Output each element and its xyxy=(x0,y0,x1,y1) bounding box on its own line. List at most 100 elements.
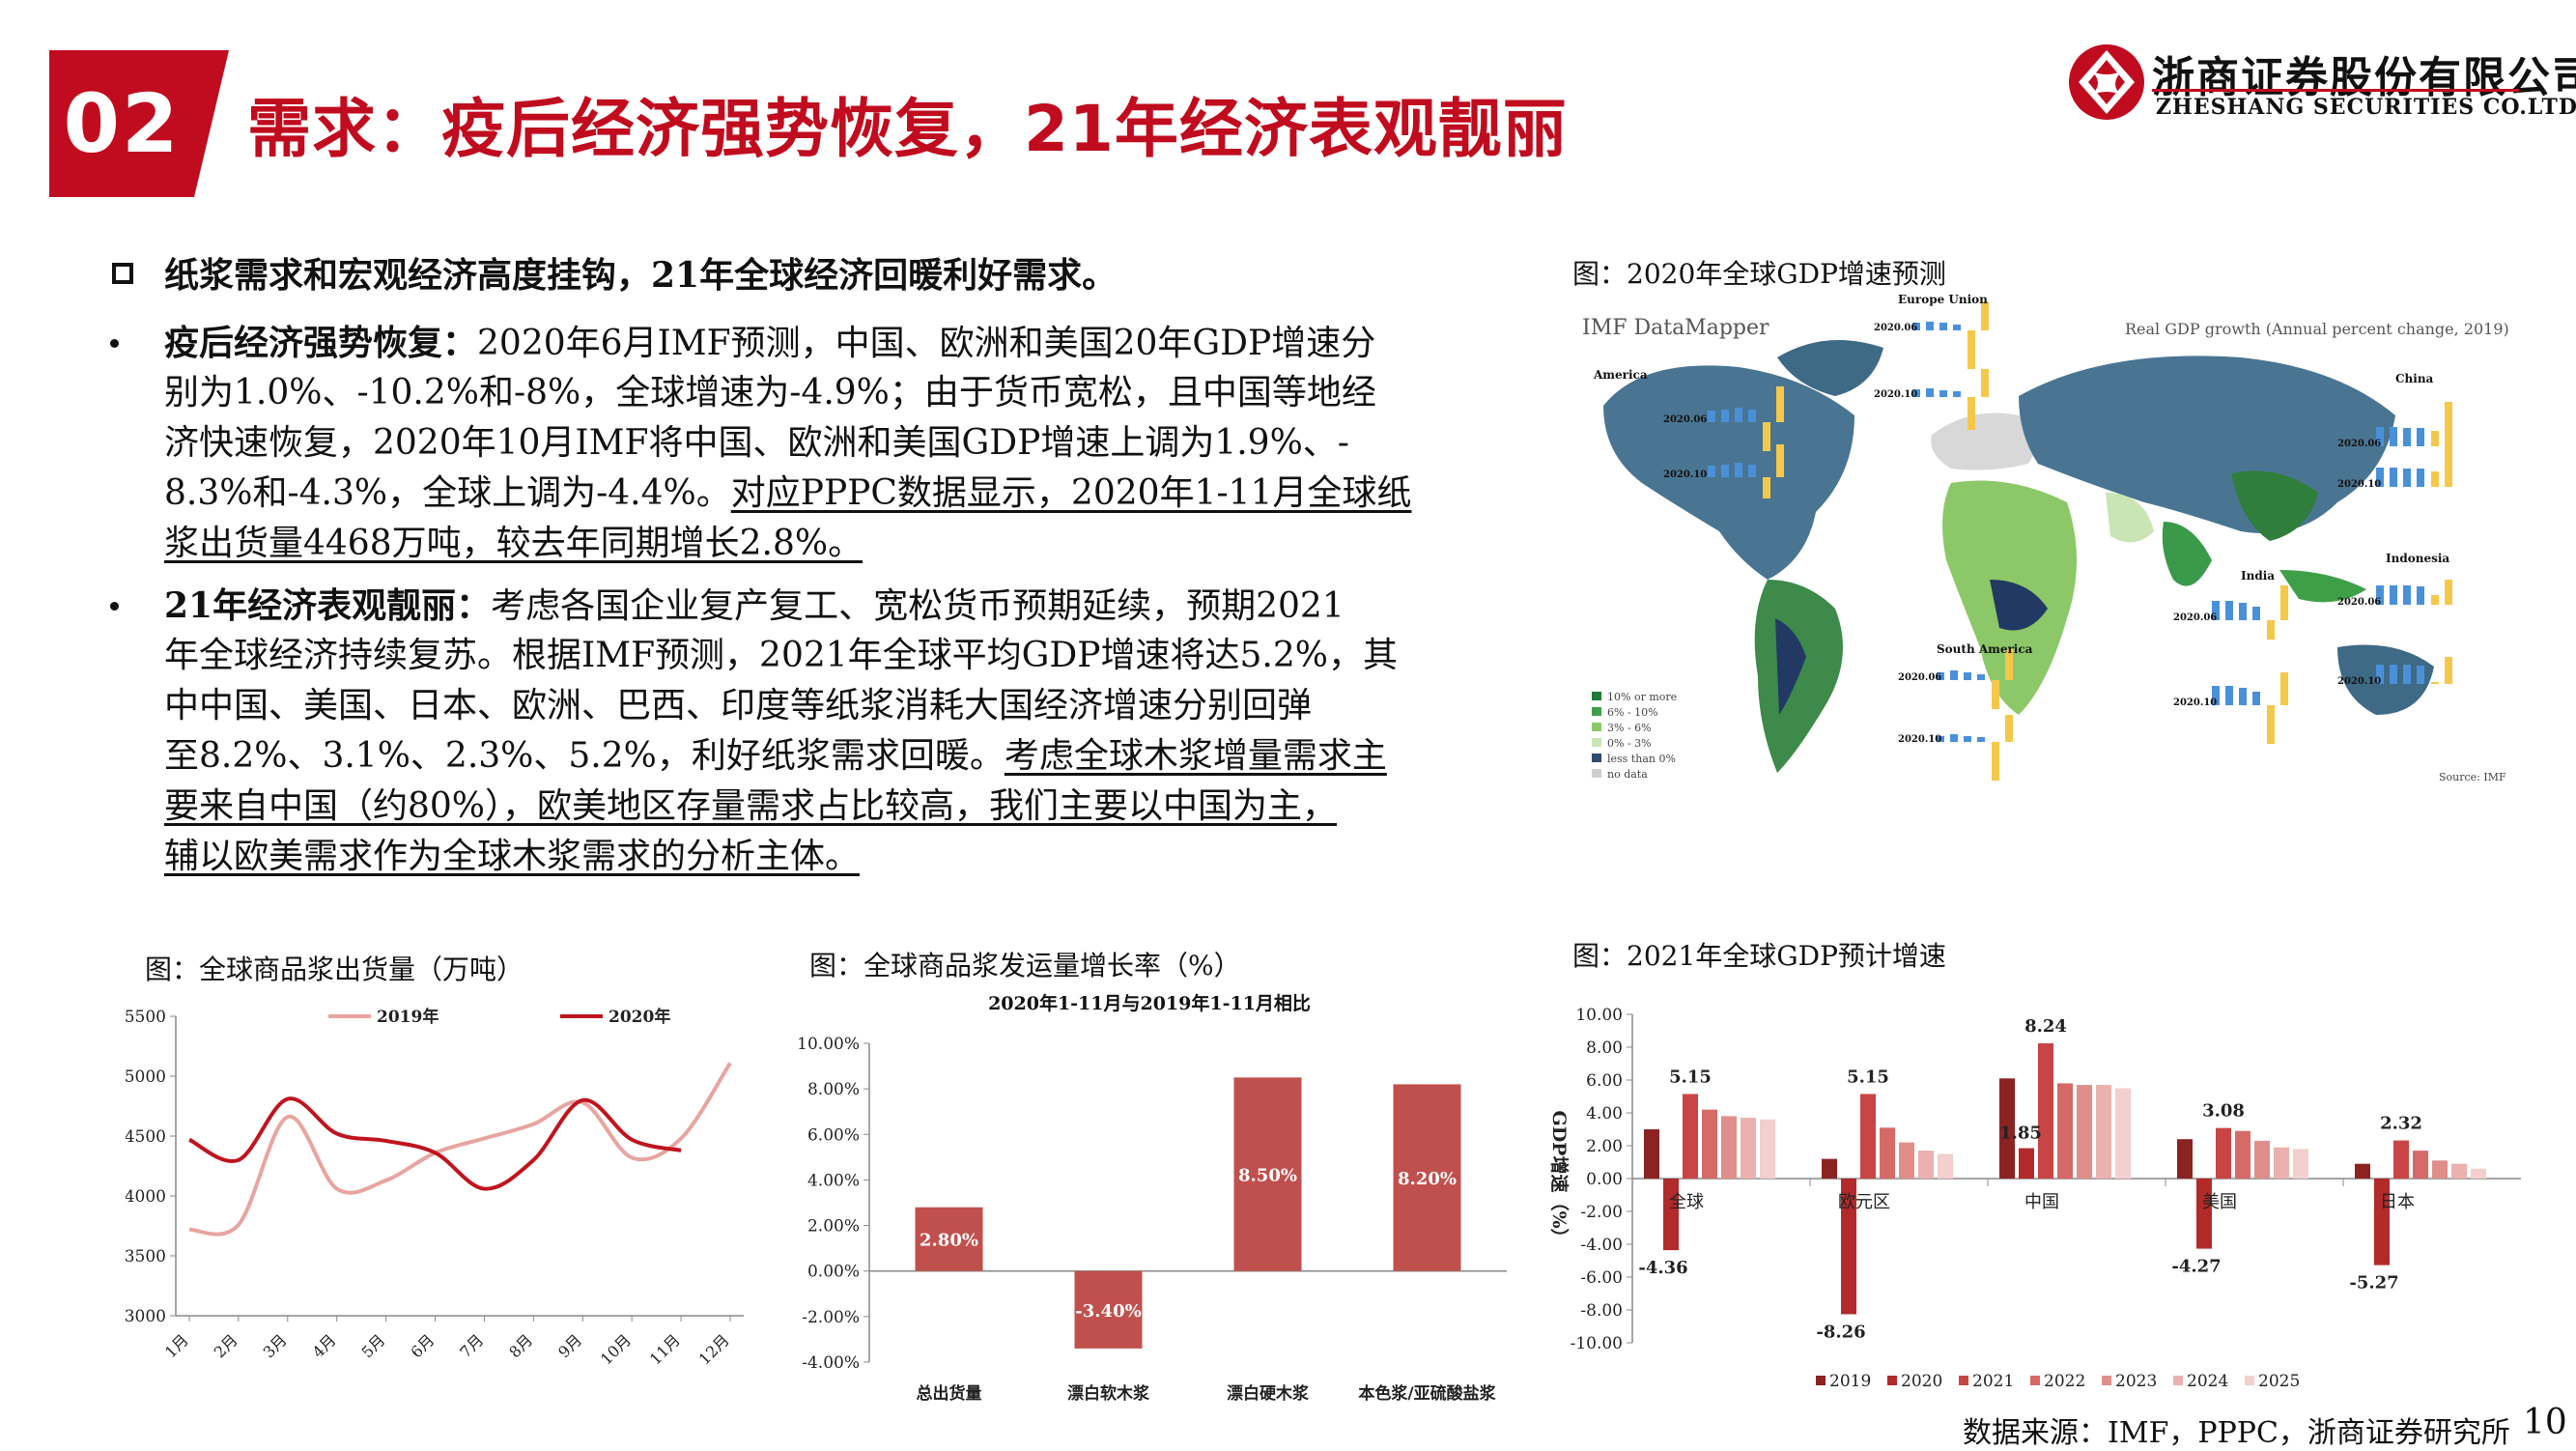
x-tick-label: 10月 xyxy=(597,1330,635,1368)
legend-label: 2020年 xyxy=(609,1007,670,1027)
x-category-label: 本色浆/亚硫酸盐浆 xyxy=(1358,1383,1496,1404)
bullet1-text4b: 对应PPPC数据显示，2020年1-11月全球纸 xyxy=(731,473,1412,513)
bar-data-label: -5.27 xyxy=(2349,1273,2398,1294)
legend-swatch xyxy=(1592,692,1601,700)
y-tick-label: 8.00% xyxy=(807,1080,860,1099)
section-number-badge: 02 xyxy=(49,50,194,197)
main-point: 纸浆需求和宏观经济高度挂钩，21年全球经济回暖利好需求。 xyxy=(164,250,1117,300)
bullet2-text4a: 至8.2%、3.1%、2.3%、5.2%，利好纸浆需求回暖。 xyxy=(164,736,1005,776)
square-bullet-icon xyxy=(112,263,133,284)
world-gdp-map: IMF DataMapper Real GDP growth (Annual p… xyxy=(1565,290,2531,802)
legend-label: 6% - 10% xyxy=(1607,706,1658,719)
company-logo-icon xyxy=(2067,43,2146,122)
bar xyxy=(1702,1110,1717,1179)
bar-data-label: -4.36 xyxy=(1638,1258,1687,1278)
legend-label: 2020 xyxy=(1901,1372,1942,1391)
x-category-label: 日本 xyxy=(2380,1192,2415,1212)
row-label: 2020.10 xyxy=(2173,697,2217,708)
bar xyxy=(1741,1118,1756,1179)
bar xyxy=(1938,1154,1953,1180)
bar xyxy=(1760,1120,1775,1179)
logo-divider xyxy=(2152,89,2519,92)
bar xyxy=(1683,1094,1698,1179)
company-name-en: ZHESHANG SECURITIES CO.LTD xyxy=(2156,95,2576,120)
y-axis-label: GDP增速（%） xyxy=(1548,1110,1571,1246)
pulp-shipment-line-chart: 5500500045004000350030001月 2月 3月 4月 5月 6月 7月 8月… xyxy=(126,985,763,1391)
region-label: India xyxy=(2241,569,2275,583)
bar xyxy=(2451,1164,2467,1179)
map-brand: IMF DataMapper xyxy=(1582,316,1769,340)
legend-label: less than 0% xyxy=(1607,753,1676,765)
bar-data-label: 1.85 xyxy=(1999,1124,2042,1144)
legend-label: 0% - 3% xyxy=(1607,737,1652,750)
bar xyxy=(1721,1116,1737,1179)
legend-swatch xyxy=(1592,754,1601,762)
x-tick-label: 6月 xyxy=(407,1330,438,1361)
bar xyxy=(2393,1141,2409,1179)
y-tick-label: -4.00% xyxy=(802,1353,860,1373)
data-source: 数据来源：IMF，PPPC，浙商证券研究所 xyxy=(1963,1408,2510,1451)
x-tick-label: 5月 xyxy=(358,1330,389,1361)
section-number: 02 xyxy=(64,76,181,171)
row-label: 2020.10 xyxy=(1663,469,1707,480)
row-label: 2020.06 xyxy=(1663,414,1707,425)
legend-swatch xyxy=(1592,723,1601,731)
bar xyxy=(1899,1143,1914,1179)
bullet1-text1: 2020年6月IMF预测，中国、欧洲和美国20年GDP增速分 xyxy=(477,324,1375,363)
bullet1-line2: 别为1.0%、-10.2%和-8%，全球增速为-4.9%；由于货币宽松，且中国等… xyxy=(164,368,1376,418)
bar-data-label: 8.24 xyxy=(2024,1016,2067,1037)
bar xyxy=(2196,1179,2212,1249)
bar xyxy=(2293,1149,2308,1179)
x-tick-label: 12月 xyxy=(695,1330,733,1368)
chart1-caption: 图：全球商品浆出货量（万吨） xyxy=(145,949,524,987)
row-label: 2020.06 xyxy=(2337,439,2381,449)
legend-label: 2019 xyxy=(1829,1372,1871,1391)
y-tick-label: 5000 xyxy=(126,1067,166,1087)
x-tick-label: 4月 xyxy=(309,1330,340,1361)
legend-swatch xyxy=(1959,1376,1968,1385)
y-tick-label: -4.00 xyxy=(1580,1236,1623,1255)
region-label: Indonesia xyxy=(2386,552,2449,565)
y-tick-label: 2.00% xyxy=(807,1217,860,1237)
bullet1-line1: 疫后经济强势恢复：2020年6月IMF预测，中国、欧洲和美国20年GDP增速分 xyxy=(164,318,1375,369)
x-tick-label: 8月 xyxy=(505,1330,536,1361)
legend-swatch xyxy=(1592,738,1601,747)
legend-swatch xyxy=(2245,1376,2254,1385)
legend-label: 2021 xyxy=(1972,1372,2014,1391)
bullet-dot-icon xyxy=(110,339,119,348)
x-category-label: 漂白软木浆 xyxy=(1067,1383,1150,1404)
y-tick-label: 0.00 xyxy=(1586,1170,1623,1189)
y-tick-label: 10.00 xyxy=(1575,1006,1623,1025)
bullet1-text4a: 8.3%和-4.3%，全球上调为-4.4%。 xyxy=(164,473,731,513)
bullet2-line4: 至8.2%、3.1%、2.3%、5.2%，利好纸浆需求回暖。考虑全球木浆增量需求… xyxy=(164,731,1387,782)
region-label: China xyxy=(2395,372,2434,385)
bar xyxy=(1822,1159,1837,1179)
x-tick-label: 9月 xyxy=(554,1330,585,1361)
y-tick-label: 0.00% xyxy=(807,1263,860,1282)
x-category-label: 总出货量 xyxy=(917,1383,982,1404)
y-tick-label: 2.00 xyxy=(1586,1137,1623,1156)
bar xyxy=(2019,1149,2034,1179)
bar-data-label: 2.80% xyxy=(920,1231,978,1251)
legend-label: 10% or more xyxy=(1607,691,1677,703)
x-tick-label: 3月 xyxy=(260,1330,291,1361)
legend-swatch xyxy=(2102,1376,2111,1385)
bar xyxy=(2038,1043,2053,1179)
y-tick-label: -10.00 xyxy=(1571,1334,1623,1353)
bar-data-label: -4.27 xyxy=(2171,1257,2221,1277)
map-source: Source: IMF xyxy=(2439,771,2506,783)
region-label: South America xyxy=(1937,642,2033,656)
page-number: 10 xyxy=(2523,1403,2567,1442)
bar-data-label: 2.32 xyxy=(2380,1114,2422,1134)
y-tick-label: 8.00 xyxy=(1586,1038,1623,1058)
bar xyxy=(1860,1094,1876,1179)
bar-data-label: -8.26 xyxy=(1816,1322,1865,1342)
bar xyxy=(2413,1151,2428,1179)
row-label: 2020.06 xyxy=(1874,323,1917,333)
bullet2-text1: 考虑各国企业复产复工、宽松货币预期延续，预期2021 xyxy=(491,586,1345,626)
bar-data-label: 8.20% xyxy=(1398,1169,1457,1189)
y-tick-label: 10.00% xyxy=(797,1035,860,1054)
legend-label: 2025 xyxy=(2258,1372,2300,1391)
bar xyxy=(2471,1169,2486,1179)
x-tick-label: 2月 xyxy=(211,1330,241,1361)
